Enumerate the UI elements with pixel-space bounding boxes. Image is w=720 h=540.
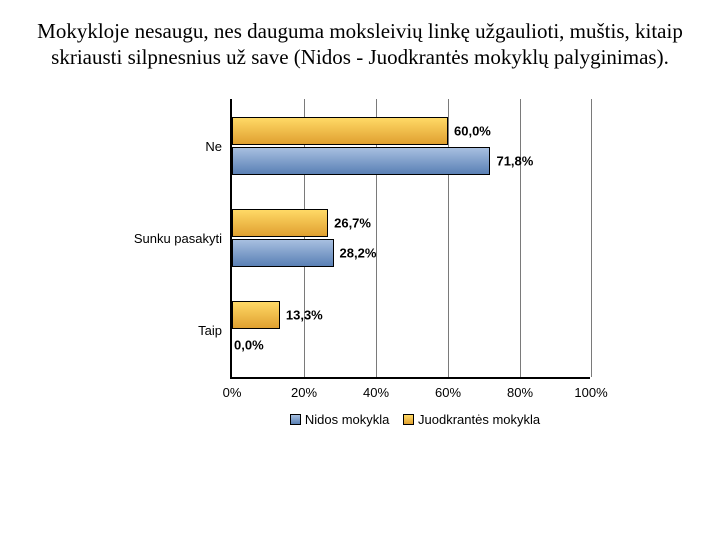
bar-sunku-nidos: 28,2% [232, 239, 334, 267]
x-tick: 60% [448, 385, 449, 400]
data-label: 71,8% [490, 153, 533, 168]
gridline [591, 99, 592, 377]
legend-label-nidos: Nidos mokykla [305, 412, 390, 427]
x-tick: 20% [304, 385, 305, 400]
legend-label-juodkrantes: Juodkrantės mokykla [418, 412, 540, 427]
x-tick: 40% [376, 385, 377, 400]
chart-title: Mokykloje nesaugu, nes dauguma moksleivi… [35, 18, 685, 71]
bar-ne-juodkrantes: 60,0% [232, 117, 448, 145]
x-tick: 100% [591, 385, 592, 400]
x-tick: 80% [520, 385, 521, 400]
plot-region: 60,0% 71,8% 26,7% 28,2% 13,3% 0,0% 0% 20… [230, 99, 590, 379]
bar-taip-juodkrantes: 13,3% [232, 301, 280, 329]
data-label: 26,7% [328, 215, 371, 230]
bar-sunku-juodkrantes: 26,7% [232, 209, 328, 237]
y-label-1: Sunku pasakyti [62, 231, 222, 246]
legend-swatch-nidos [290, 414, 301, 425]
data-label: 0,0% [232, 337, 264, 352]
gridline [448, 99, 449, 377]
bar-ne-nidos: 71,8% [232, 147, 490, 175]
x-tick: 0% [232, 385, 233, 400]
legend: Nidos mokykla Juodkrantės mokykla [230, 411, 590, 427]
data-label: 13,3% [280, 307, 323, 322]
y-label-0: Ne [62, 139, 222, 154]
gridline [520, 99, 521, 377]
data-label: 28,2% [334, 245, 377, 260]
legend-swatch-juodkrantes [403, 414, 414, 425]
y-label-2: Taip [62, 323, 222, 338]
data-label: 60,0% [448, 123, 491, 138]
chart-area: Ne Sunku pasakyti Taip 60,0% 71,8% 26,7%… [100, 99, 620, 429]
